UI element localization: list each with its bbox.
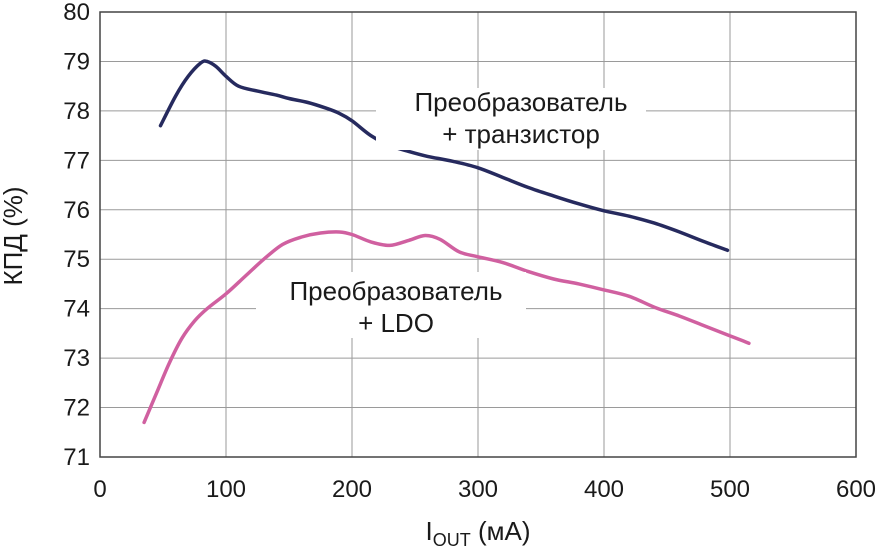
y-tick-label: 77	[63, 147, 90, 174]
series-label-transistor-line2: + транзистор	[442, 119, 600, 149]
label-background-top	[376, 88, 646, 150]
series-lines	[142, 59, 751, 425]
y-tick-label: 71	[63, 444, 90, 471]
y-tick-label: 80	[63, 0, 90, 26]
x-tick-label: 200	[332, 476, 372, 503]
series-line-transistor	[158, 59, 730, 253]
y-tick-label: 79	[63, 48, 90, 75]
label-background-bottom	[256, 272, 526, 338]
y-tick-labels: 71 72 73 74 75 76 77 78 79 80	[63, 0, 90, 471]
series-labels: Преобразователь + транзистор Преобразова…	[256, 87, 646, 338]
y-tick-label: 75	[63, 246, 90, 273]
y-tick-label: 74	[63, 296, 90, 323]
series-label-ldo-line1: Преобразователь	[289, 276, 502, 306]
x-tick-label: 400	[584, 476, 624, 503]
x-axis-label-main: I	[426, 516, 433, 546]
series-label-ldo-line2: + LDO	[358, 308, 434, 338]
plot-frame	[99, 11, 857, 458]
y-tick-label: 76	[63, 197, 90, 224]
x-tick-label: 100	[206, 476, 246, 503]
y-tick-label: 73	[63, 345, 90, 372]
x-axis-label: IOUT (мА)	[426, 516, 531, 550]
grid	[99, 11, 857, 458]
x-tick-labels: 0 100 200 300 400 500 600	[93, 476, 876, 503]
x-axis-label-unit: (мА)	[471, 516, 531, 546]
y-tick-label: 78	[63, 98, 90, 125]
x-tick-label: 0	[93, 476, 106, 503]
y-tick-label: 72	[63, 395, 90, 422]
x-tick-label: 500	[710, 476, 750, 503]
x-tick-label: 300	[458, 476, 498, 503]
series-line-ldo	[142, 230, 751, 425]
x-tick-label: 600	[836, 476, 876, 503]
series-label-transistor-line1: Преобразователь	[414, 87, 627, 117]
x-axis-label-subscript: OUT	[433, 530, 471, 550]
y-axis-label: КПД (%)	[0, 186, 28, 285]
